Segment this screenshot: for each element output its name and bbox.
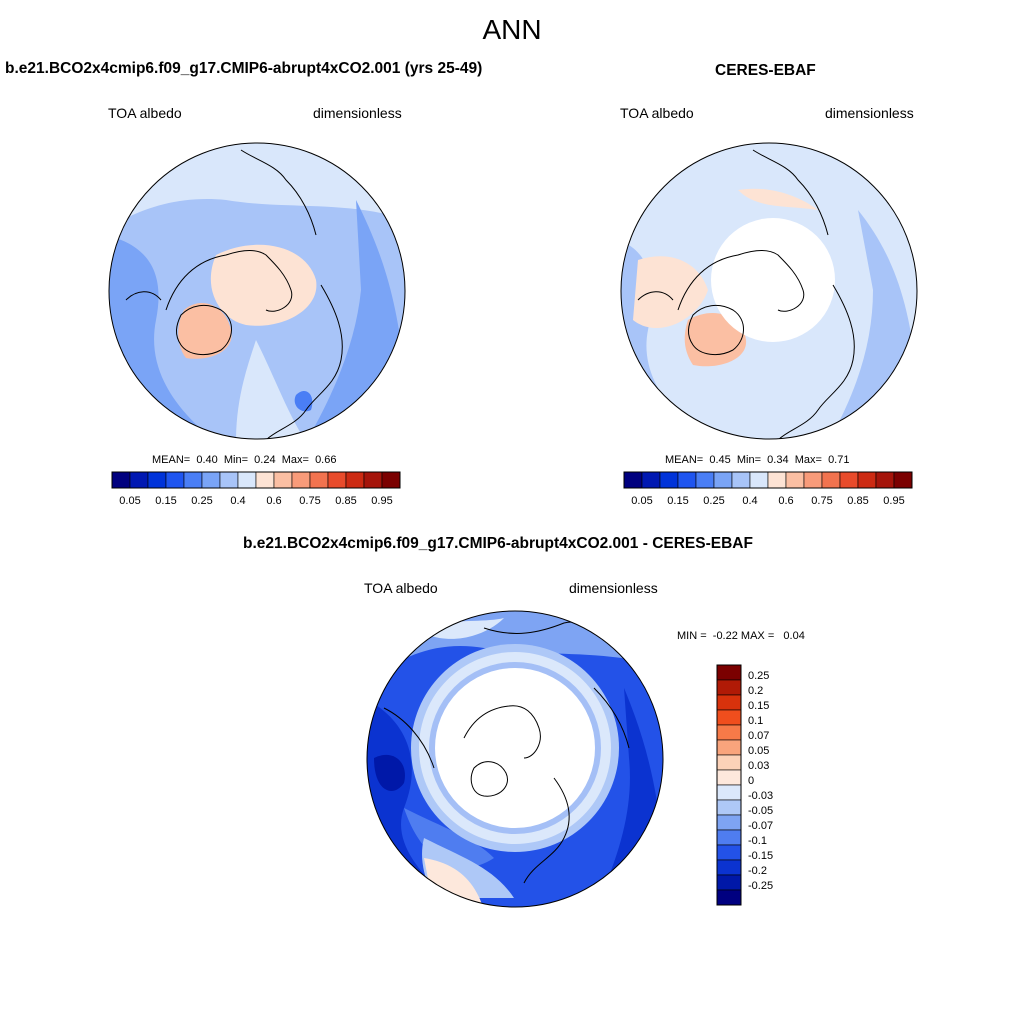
diff-colorbar-tick-label: -0.07 <box>748 820 773 832</box>
diff-colorbar-tick-label: 0.15 <box>748 700 769 712</box>
diff-colorbar-cell <box>716 724 742 741</box>
model-colorbar-tick-label: 0.25 <box>191 495 212 507</box>
model-colorbar: 0.05 0.15 0.25 0.4 0.6 0.75 0.85 0.95 <box>111 471 401 507</box>
diff-panel-title: b.e21.BCO2x4cmip6.f09_g17.CMIP6-abrupt4x… <box>243 535 753 552</box>
obs-colorbar-tick-label: 0.05 <box>631 495 652 507</box>
diff-colorbar-tick-label: 0 <box>748 775 754 787</box>
obs-colorbar-cell <box>857 471 877 489</box>
model-colorbar-cell <box>291 471 311 489</box>
model-colorbar-tick-label: 0.4 <box>230 495 245 507</box>
obs-colorbar-tick-label: 0.25 <box>703 495 724 507</box>
model-variable-label: TOA albedo <box>108 105 182 121</box>
diff-colorbar-cell <box>716 829 742 846</box>
obs-colorbar-tick-label: 0.95 <box>883 495 904 507</box>
model-colorbar-cell <box>129 471 149 489</box>
diff-colorbar-cell <box>716 754 742 771</box>
diff-colorbar-cell <box>716 739 742 756</box>
obs-colorbar-cell <box>839 471 859 489</box>
model-colorbar-cell <box>111 471 131 489</box>
diff-colorbar-cell <box>716 769 742 786</box>
diff-colorbar-tick-label: 0.25 <box>748 670 769 682</box>
obs-colorbar-tick-label: 0.15 <box>667 495 688 507</box>
obs-colorbar: 0.05 0.15 0.25 0.4 0.6 0.75 0.85 0.95 <box>623 471 913 507</box>
obs-colorbar-cell <box>821 471 841 489</box>
obs-colorbar-tick-label: 0.4 <box>742 495 757 507</box>
model-colorbar-tick-label: 0.15 <box>155 495 176 507</box>
obs-colorbar-tick-label: 0.75 <box>811 495 832 507</box>
model-colorbar-tick-label: 0.85 <box>335 495 356 507</box>
model-colorbar-cell <box>309 471 329 489</box>
diff-polar-map <box>366 610 664 908</box>
obs-panel-title: CERES-EBAF <box>715 62 816 79</box>
diff-colorbar: 0.25 0.2 0.15 0.1 0.07 0.05 0.03 0 -0.03 -0.05 -0.… <box>716 664 773 906</box>
diff-colorbar-cell <box>716 814 742 831</box>
obs-colorbar-cell <box>893 471 913 489</box>
obs-stats: MEAN= 0.45 Min= 0.34 Max= 0.71 <box>665 454 850 466</box>
model-colorbar-cell <box>273 471 293 489</box>
diff-colorbar-tick-label: 0.2 <box>748 685 763 697</box>
model-colorbar-tick-label: 0.05 <box>119 495 140 507</box>
obs-colorbar-cell <box>767 471 787 489</box>
diff-units-label: dimensionless <box>569 580 658 596</box>
obs-colorbar-cell <box>803 471 823 489</box>
model-panel-title: b.e21.BCO2x4cmip6.f09_g17.CMIP6-abrupt4x… <box>5 60 483 77</box>
model-units-label: dimensionless <box>313 105 402 121</box>
diff-colorbar-cell <box>716 664 742 681</box>
diff-colorbar-cell <box>716 799 742 816</box>
obs-colorbar-cell <box>731 471 751 489</box>
model-colorbar-cell <box>327 471 347 489</box>
model-colorbar-cell <box>165 471 185 489</box>
diff-colorbar-cell <box>716 874 742 891</box>
model-stats: MEAN= 0.40 Min= 0.24 Max= 0.66 <box>152 454 337 466</box>
obs-colorbar-cell <box>641 471 661 489</box>
diff-colorbar-tick-label: -0.15 <box>748 850 773 862</box>
model-colorbar-cell <box>345 471 365 489</box>
model-colorbar-cell <box>183 471 203 489</box>
diff-variable-label: TOA albedo <box>364 580 438 596</box>
diff-colorbar-tick-label: -0.2 <box>748 865 767 877</box>
obs-colorbar-tick-label: 0.6 <box>778 495 793 507</box>
obs-colorbar-cell <box>875 471 895 489</box>
diff-colorbar-cell <box>716 859 742 876</box>
diff-colorbar-cell <box>716 694 742 711</box>
diff-colorbar-tick-label: 0.05 <box>748 745 769 757</box>
model-colorbar-cell <box>255 471 275 489</box>
diff-colorbar-cell <box>716 889 742 906</box>
diff-colorbar-tick-label: -0.03 <box>748 790 773 802</box>
obs-colorbar-cell <box>785 471 805 489</box>
obs-colorbar-cell <box>713 471 733 489</box>
obs-colorbar-cell <box>677 471 697 489</box>
obs-polar-map <box>620 142 918 440</box>
model-colorbar-tick-label: 0.75 <box>299 495 320 507</box>
model-colorbar-cell <box>201 471 221 489</box>
diff-colorbar-tick-label: 0.07 <box>748 730 769 742</box>
model-colorbar-cell <box>237 471 257 489</box>
diff-colorbar-tick-label: -0.25 <box>748 880 773 892</box>
diff-colorbar-cell <box>716 844 742 861</box>
model-polar-map <box>108 142 406 440</box>
obs-units-label: dimensionless <box>825 105 914 121</box>
model-colorbar-cell <box>219 471 239 489</box>
figure-title: ANN <box>482 14 542 45</box>
diff-stats: MIN = -0.22 MAX = 0.04 <box>677 630 805 642</box>
diff-colorbar-tick-label: 0.03 <box>748 760 769 772</box>
diff-colorbar-tick-label: -0.05 <box>748 805 773 817</box>
model-colorbar-tick-label: 0.6 <box>266 495 281 507</box>
model-colorbar-cell <box>381 471 401 489</box>
diff-colorbar-tick-label: -0.1 <box>748 835 767 847</box>
model-colorbar-cell <box>147 471 167 489</box>
obs-variable-label: TOA albedo <box>620 105 694 121</box>
obs-colorbar-cell <box>623 471 643 489</box>
obs-colorbar-cell <box>659 471 679 489</box>
diff-colorbar-cell <box>716 784 742 801</box>
obs-colorbar-cell <box>695 471 715 489</box>
model-colorbar-tick-label: 0.95 <box>371 495 392 507</box>
obs-colorbar-cell <box>749 471 769 489</box>
obs-colorbar-tick-label: 0.85 <box>847 495 868 507</box>
model-colorbar-cell <box>363 471 383 489</box>
diff-colorbar-cell <box>716 709 742 726</box>
diff-colorbar-tick-label: 0.1 <box>748 715 763 727</box>
diff-colorbar-cell <box>716 679 742 696</box>
